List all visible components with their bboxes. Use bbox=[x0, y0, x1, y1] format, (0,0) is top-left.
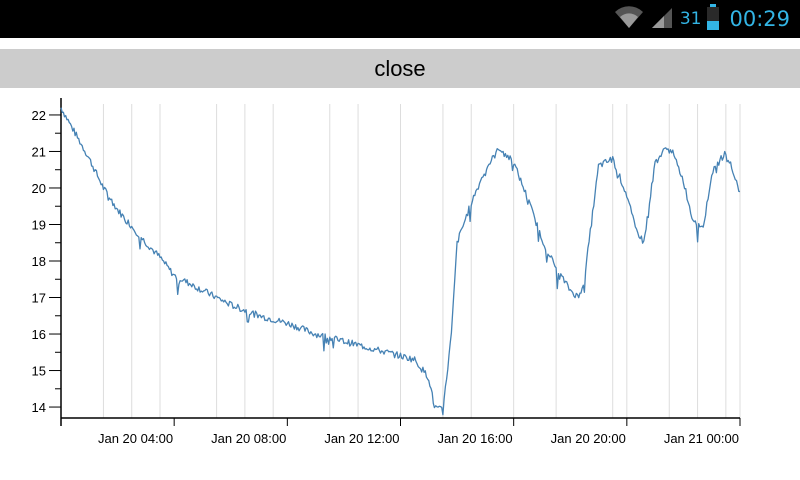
battery-icon bbox=[707, 3, 720, 35]
x-tick-label: Jan 20 20:00 bbox=[551, 431, 626, 446]
close-button[interactable]: close bbox=[0, 49, 800, 88]
signal-icon bbox=[650, 5, 674, 34]
status-icons: 31 00:29 bbox=[614, 0, 790, 38]
clock: 00:29 bbox=[729, 7, 790, 31]
wifi-icon bbox=[614, 5, 644, 34]
y-tick-label: 22 bbox=[32, 108, 46, 123]
y-tick-label: 21 bbox=[32, 144, 46, 159]
y-tick-label: 17 bbox=[32, 291, 46, 306]
status-bar: 31 00:29 bbox=[0, 0, 800, 38]
y-tick-label: 20 bbox=[32, 181, 46, 196]
series-line-temperature bbox=[60, 107, 741, 416]
y-tick-label: 15 bbox=[32, 364, 46, 379]
y-tick-label: 18 bbox=[32, 254, 46, 269]
close-button-label: close bbox=[374, 55, 426, 81]
y-tick-label: 14 bbox=[32, 400, 46, 415]
x-tick-label: Jan 21 00:00 bbox=[664, 431, 739, 446]
y-tick-label: 16 bbox=[32, 327, 46, 342]
x-tick-label: Jan 20 08:00 bbox=[211, 431, 286, 446]
x-tick-label: Jan 20 16:00 bbox=[437, 431, 512, 446]
y-tick-label: 19 bbox=[32, 217, 46, 232]
x-tick-label: Jan 20 12:00 bbox=[324, 431, 399, 446]
temperature-chart: 14 15 16 17 18 19 20 21 22 Jan 20 04:00 Jan 20 08:… bbox=[32, 98, 741, 446]
battery-level: 31 bbox=[679, 9, 702, 29]
x-tick-label: Jan 20 04:00 bbox=[98, 431, 173, 446]
